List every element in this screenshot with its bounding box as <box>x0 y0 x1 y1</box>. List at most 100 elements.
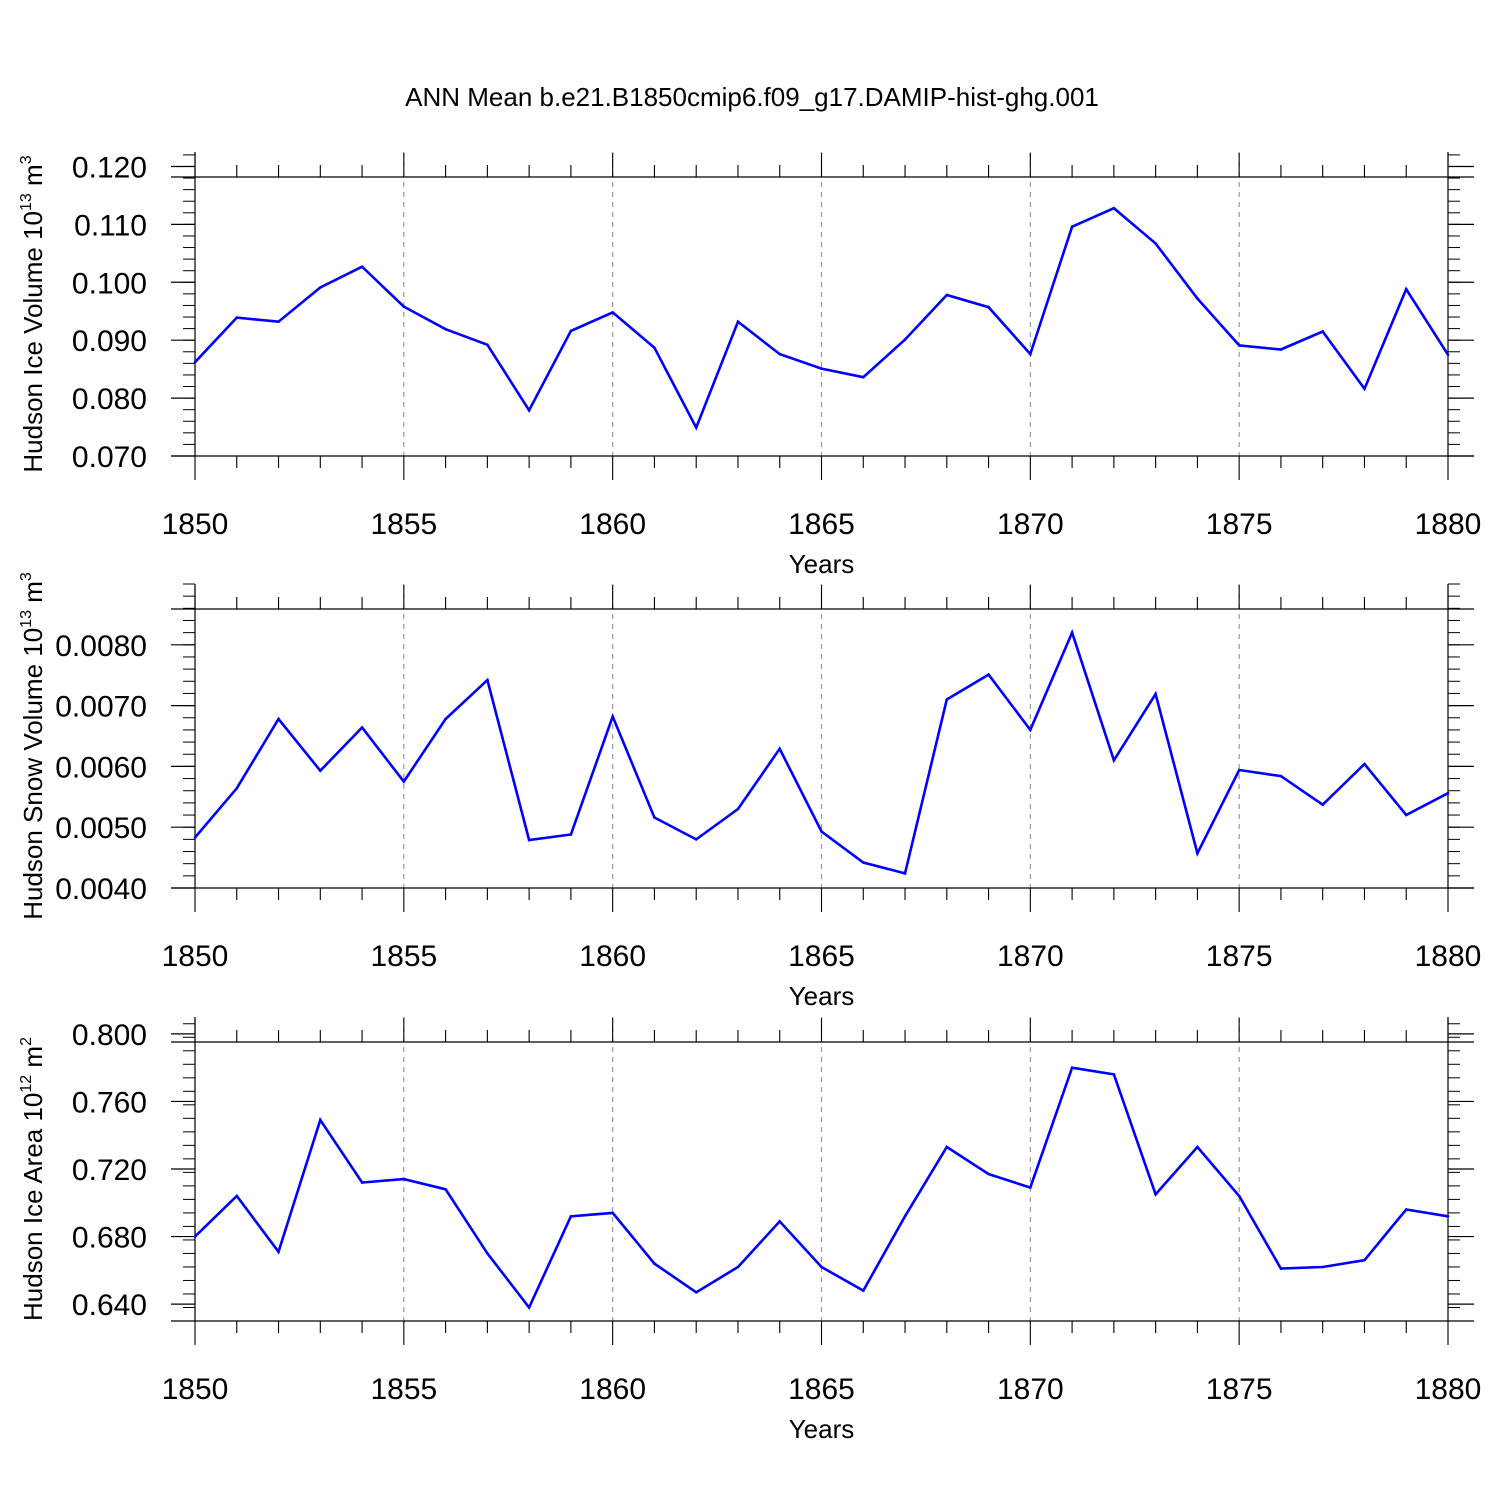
data-point <box>862 1289 865 1292</box>
data-point <box>778 352 781 356</box>
data-point <box>402 780 406 783</box>
data-point <box>486 343 489 347</box>
x-tick-label: 1855 <box>370 1373 437 1406</box>
data-point <box>1279 348 1283 351</box>
data-point <box>1029 728 1032 732</box>
y-tick-label: 0.0040 <box>55 873 147 906</box>
data-point <box>1363 387 1366 391</box>
data-point <box>945 1145 949 1149</box>
data-point <box>778 1220 781 1223</box>
y-tick-label: 0.760 <box>72 1086 147 1119</box>
data-point <box>1321 803 1324 806</box>
data-point <box>987 1172 990 1176</box>
y-axis-label-unit: m <box>18 1046 48 1075</box>
data-point <box>235 1194 239 1198</box>
x-tick-label: 1855 <box>370 508 437 541</box>
data-point <box>360 265 364 269</box>
y-tick-label: 0.720 <box>72 1154 147 1187</box>
data-point <box>820 830 823 833</box>
data-point <box>862 861 865 864</box>
data-point <box>1154 692 1157 696</box>
data-point <box>611 311 614 314</box>
data-point <box>235 316 239 319</box>
y-axis-label: Hudson Ice Volume 1013 m3 <box>18 155 48 472</box>
x-tick-label: 1875 <box>1206 508 1273 541</box>
data-point <box>1196 1145 1199 1149</box>
data-point <box>1321 330 1324 333</box>
data-point <box>193 360 197 364</box>
data-point <box>319 1118 322 1122</box>
y-axis-label-unit: m <box>18 164 48 193</box>
x-tick-label: 1880 <box>1415 1373 1482 1406</box>
y-axis-label-unit-exponent: 2 <box>18 1037 35 1046</box>
data-point <box>903 338 907 341</box>
data-point <box>945 698 949 701</box>
x-tick-label: 1875 <box>1206 1373 1273 1406</box>
y-tick-label: 0.640 <box>72 1289 147 1322</box>
y-tick-label: 0.800 <box>72 1019 147 1052</box>
figure-title: ANN Mean b.e21.B1850cmip6.f09_g17.DAMIP-… <box>405 82 1099 112</box>
y-tick-label: 0.110 <box>74 209 147 242</box>
x-tick-label: 1860 <box>579 1373 646 1406</box>
data-point <box>1029 352 1032 356</box>
data-point <box>1404 813 1408 817</box>
data-point <box>277 717 280 721</box>
x-tick-label: 1850 <box>162 940 229 973</box>
data-point <box>527 409 531 412</box>
data-point <box>903 1215 907 1218</box>
y-axis-label-base: Hudson Ice Volume 10 <box>18 211 48 473</box>
y-tick-label: 0.120 <box>72 151 147 184</box>
panel-snow-volume: 0.0040 0.0050 0.0060 0.0070 0.0080 1850 1855 18… <box>18 572 1481 1011</box>
data-point <box>653 1262 656 1265</box>
data-point <box>193 836 197 839</box>
x-axis-label: Years <box>789 549 855 579</box>
x-tick-label: 1850 <box>162 508 229 541</box>
data-point <box>1196 852 1199 855</box>
data-point <box>611 1211 614 1215</box>
data-point <box>527 1306 531 1309</box>
data-point <box>1070 225 1074 228</box>
y-axis-label-base: Hudson Ice Area 10 <box>18 1093 48 1321</box>
x-tick-label: 1870 <box>997 940 1064 973</box>
data-point <box>1321 1265 1324 1269</box>
data-point <box>235 787 239 790</box>
data-point <box>360 726 364 729</box>
data-point <box>1029 1186 1032 1189</box>
data-point <box>1070 631 1074 634</box>
y-tick-label: 0.100 <box>72 267 147 300</box>
data-point <box>277 1250 280 1254</box>
data-point <box>987 305 990 309</box>
y-tick-label: 0.070 <box>72 441 147 474</box>
data-point <box>527 838 531 842</box>
x-axis-label: Years <box>789 981 855 1011</box>
data-point <box>820 1265 823 1269</box>
data-point <box>1237 344 1241 347</box>
data-point <box>736 320 740 324</box>
x-tick-label: 1870 <box>997 508 1064 541</box>
data-point <box>736 1265 740 1269</box>
data-point <box>1070 1066 1074 1069</box>
y-tick-label: 0.0060 <box>55 751 147 784</box>
data-point <box>1237 768 1241 772</box>
x-tick-label: 1860 <box>579 508 646 541</box>
data-point <box>402 305 406 308</box>
data-point <box>1196 297 1199 300</box>
x-tick-label: 1865 <box>788 940 855 973</box>
data-point <box>1279 1267 1283 1270</box>
x-axis-label: Years <box>789 1414 855 1444</box>
y-tick-label: 0.680 <box>72 1222 147 1255</box>
panel-ice-volume: 0.070 0.080 0.090 0.100 0.110 0.120 1850 1855 18… <box>18 151 1481 579</box>
y-axis-label-exponent: 13 <box>18 193 35 211</box>
data-point <box>653 346 656 350</box>
y-axis-label-base: Hudson Snow Volume 10 <box>18 628 48 920</box>
data-point <box>611 715 614 718</box>
data-point <box>778 747 781 751</box>
data-point <box>444 327 447 331</box>
x-tick-label: 1855 <box>370 940 437 973</box>
data-point <box>444 717 447 721</box>
data-point <box>569 329 573 333</box>
data-point <box>1446 353 1450 357</box>
data-point <box>862 375 865 379</box>
x-tick-label: 1870 <box>997 1373 1064 1406</box>
